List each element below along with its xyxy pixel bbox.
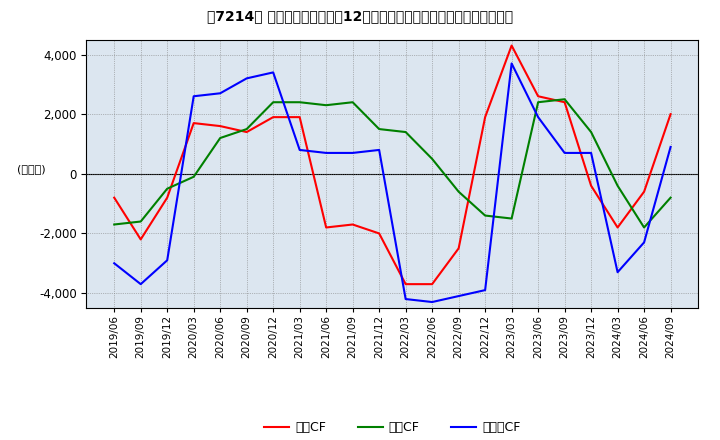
Line: 営業CF: 営業CF	[114, 46, 670, 284]
フリーCF	[534, 114, 542, 120]
フリーCF	[269, 70, 277, 75]
フリーCF	[216, 91, 225, 96]
フリーCF	[666, 144, 675, 150]
営業CF	[428, 282, 436, 287]
投資CF	[269, 99, 277, 105]
Y-axis label: (百万円): (百万円)	[17, 164, 45, 174]
営業CF	[216, 124, 225, 129]
投資CF	[136, 219, 145, 224]
フリーCF	[163, 258, 171, 263]
フリーCF	[428, 299, 436, 304]
投資CF	[587, 129, 595, 135]
営業CF	[375, 231, 384, 236]
投資CF	[295, 99, 304, 105]
フリーCF	[136, 282, 145, 287]
営業CF	[401, 282, 410, 287]
営業CF	[269, 114, 277, 120]
フリーCF	[401, 297, 410, 302]
営業CF	[587, 183, 595, 188]
投資CF	[560, 97, 569, 102]
投資CF	[666, 195, 675, 200]
フリーCF	[375, 147, 384, 153]
フリーCF	[481, 287, 490, 293]
フリーCF	[189, 94, 198, 99]
フリーCF	[243, 76, 251, 81]
Text: 【7214】 キャッシュフローの12か月移動合計の対前年同期増減額の推移: 【7214】 キャッシュフローの12か月移動合計の対前年同期増減額の推移	[207, 9, 513, 23]
営業CF	[163, 195, 171, 200]
投資CF	[163, 186, 171, 191]
投資CF	[508, 216, 516, 221]
投資CF	[401, 129, 410, 135]
営業CF	[454, 246, 463, 251]
営業CF	[136, 237, 145, 242]
営業CF	[481, 114, 490, 120]
営業CF	[189, 121, 198, 126]
フリーCF	[560, 150, 569, 156]
Line: フリーCF: フリーCF	[114, 63, 670, 302]
投資CF	[454, 189, 463, 194]
フリーCF	[640, 240, 649, 245]
投資CF	[216, 136, 225, 141]
フリーCF	[454, 293, 463, 299]
営業CF	[640, 189, 649, 194]
営業CF	[295, 114, 304, 120]
投資CF	[375, 126, 384, 132]
営業CF	[110, 195, 119, 200]
フリーCF	[508, 61, 516, 66]
フリーCF	[322, 150, 330, 156]
投資CF	[243, 126, 251, 132]
Line: 投資CF: 投資CF	[114, 99, 670, 227]
フリーCF	[587, 150, 595, 156]
営業CF	[322, 225, 330, 230]
フリーCF	[613, 270, 622, 275]
投資CF	[189, 174, 198, 180]
フリーCF	[295, 147, 304, 153]
投資CF	[640, 225, 649, 230]
営業CF	[613, 225, 622, 230]
投資CF	[428, 156, 436, 161]
フリーCF	[110, 260, 119, 266]
営業CF	[243, 129, 251, 135]
営業CF	[508, 43, 516, 48]
投資CF	[322, 103, 330, 108]
投資CF	[348, 99, 357, 105]
Legend: 営業CF, 投資CF, フリーCF: 営業CF, 投資CF, フリーCF	[259, 416, 526, 439]
営業CF	[348, 222, 357, 227]
投資CF	[613, 183, 622, 188]
営業CF	[560, 99, 569, 105]
フリーCF	[348, 150, 357, 156]
投資CF	[481, 213, 490, 218]
投資CF	[534, 99, 542, 105]
営業CF	[534, 94, 542, 99]
投資CF	[110, 222, 119, 227]
営業CF	[666, 111, 675, 117]
